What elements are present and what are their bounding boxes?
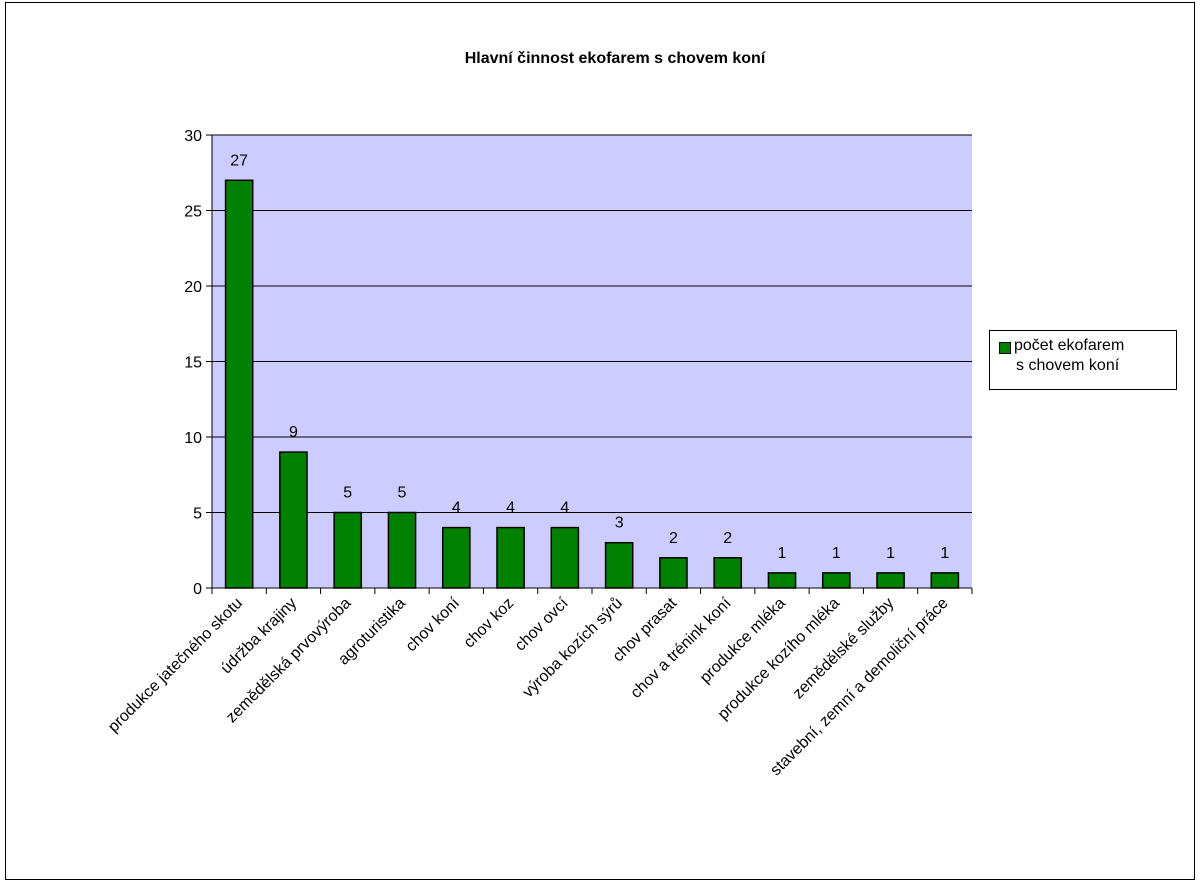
y-tick-label: 15 <box>184 355 202 372</box>
bar <box>441 526 471 589</box>
data-label: 4 <box>452 500 461 517</box>
data-label: 5 <box>343 485 352 502</box>
y-tick-label: 20 <box>184 279 202 296</box>
category-label: výroba kozích sýrů <box>519 594 626 701</box>
category-label: chov a trénink koní <box>628 594 735 701</box>
y-tick-label: 25 <box>184 204 202 221</box>
bar <box>496 526 525 589</box>
legend-swatch <box>999 342 1011 354</box>
data-label: 4 <box>506 500 515 517</box>
category-label: zemědělské služby <box>790 595 898 703</box>
legend-label-line2: s chovem koní <box>1016 357 1120 374</box>
y-tick-label: 30 <box>184 128 202 145</box>
data-label: 4 <box>560 500 569 517</box>
category-label: chov koní <box>403 594 464 655</box>
y-tick-label: 10 <box>184 430 202 447</box>
bar <box>713 557 743 589</box>
bar <box>224 179 254 589</box>
category-label: chov koz <box>461 595 518 652</box>
bar <box>821 572 851 589</box>
data-label: 1 <box>778 545 787 562</box>
bar <box>604 541 634 589</box>
bar <box>767 572 797 589</box>
data-label: 9 <box>289 424 298 441</box>
bar <box>876 572 905 589</box>
data-label: 3 <box>615 515 624 532</box>
bar <box>550 526 580 589</box>
bar <box>333 511 363 589</box>
data-label: 2 <box>669 530 678 547</box>
data-labels: 27 9 5 5 4 4 4 3 2 2 1 1 1 1 <box>230 152 949 562</box>
legend: počet ekofarem s chovem koní <box>989 330 1177 390</box>
bars <box>224 179 960 589</box>
data-label: 1 <box>886 545 895 562</box>
data-label: 27 <box>230 152 248 169</box>
legend-label: počet ekofarem s chovem koní <box>1014 336 1174 376</box>
data-label: 2 <box>723 530 732 547</box>
bar <box>659 557 688 589</box>
gridlines <box>212 134 972 513</box>
data-label: 5 <box>398 485 407 502</box>
y-tick-label: 0 <box>193 581 202 598</box>
bar <box>387 511 417 589</box>
data-label: 1 <box>940 545 949 562</box>
y-tick-label: 5 <box>193 506 202 523</box>
legend-label-line1: počet ekofarem <box>1014 337 1125 354</box>
data-label: 1 <box>832 545 841 562</box>
chart-title: Hlavní činnost ekofarem s chovem koní <box>465 50 766 67</box>
bar <box>930 572 960 589</box>
bar <box>279 451 308 589</box>
